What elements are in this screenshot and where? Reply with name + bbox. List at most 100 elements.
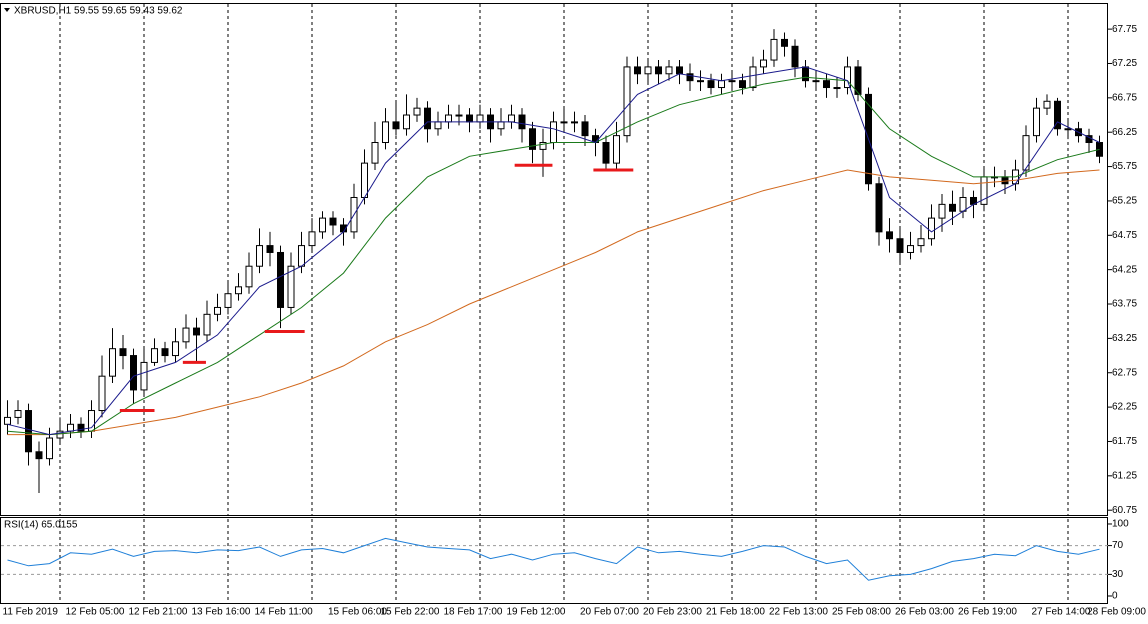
candle-body (67, 423, 74, 432)
candle-body (665, 66, 673, 75)
candle-body (1096, 142, 1103, 157)
x-tick-label: 28 Feb 09:00 (1087, 607, 1146, 618)
candle-body (539, 142, 547, 150)
candle-body (298, 245, 305, 267)
candle-body (119, 348, 127, 357)
candle-body (329, 217, 337, 226)
candle-body (907, 245, 914, 253)
x-tick-label: 12 Feb 05:00 (66, 607, 125, 618)
candle-body (56, 430, 64, 439)
candle-body (455, 114, 463, 117)
candle-body (844, 66, 851, 89)
candle-body (266, 245, 274, 253)
candle-body (833, 87, 841, 90)
candle-body (25, 410, 32, 453)
candle-body (529, 128, 536, 150)
candle-body (581, 121, 589, 137)
candle-body (235, 286, 242, 295)
candle-body (686, 73, 694, 82)
x-tick-label: 15 Feb 06:00 (328, 607, 387, 618)
candle-body (634, 66, 641, 75)
candle-body (949, 203, 956, 212)
candle-body (151, 348, 158, 363)
candle-body (728, 80, 736, 83)
x-tick-label: 15 Feb 22:00 (381, 607, 440, 618)
candle-body (319, 217, 326, 233)
y-tick-label: 63.25 (1112, 333, 1137, 344)
y-tick-label: 60.75 (1112, 505, 1137, 516)
x-tick-label: 13 Feb 16:00 (192, 607, 251, 618)
candle-body (749, 66, 757, 89)
x-tick-label: 20 Feb 07:00 (580, 607, 639, 618)
candle-body (256, 245, 263, 267)
y-tick-label: 0 (1112, 591, 1118, 602)
moving-average (7, 66, 1100, 436)
candle-body (613, 135, 620, 164)
candle-body (371, 142, 379, 164)
candle-body (392, 121, 400, 130)
candle-body (434, 121, 442, 130)
candle-body (35, 451, 43, 460)
candle-body (896, 238, 904, 253)
candle-body (560, 121, 568, 124)
candle-body (203, 313, 211, 336)
y-tick-label: 66.25 (1112, 127, 1137, 138)
candle-body (508, 114, 515, 123)
candle-body (1043, 100, 1051, 109)
rsi-panel (0, 517, 1108, 604)
y-tick-label: 64.75 (1112, 230, 1137, 241)
y-tick-label: 67.75 (1112, 24, 1137, 35)
candle-body (518, 114, 526, 130)
candle-body (854, 66, 862, 95)
x-tick-label: 14 Feb 11:00 (255, 607, 314, 618)
y-tick-label: 63.75 (1112, 299, 1137, 310)
candle-body (182, 327, 190, 343)
candle-body (781, 38, 788, 47)
rsi-line (7, 537, 1100, 581)
candle-body (161, 348, 169, 357)
candle-body (644, 66, 652, 75)
candle-body (140, 361, 148, 391)
x-tick-label: 27 Feb 14:00 (1032, 607, 1091, 618)
x-tick-label: 25 Feb 08:00 (832, 607, 891, 618)
candle-body (497, 121, 505, 130)
chart-title: XBRUSD,H1 59.55 59.65 59.43 59.62 (14, 6, 183, 17)
y-tick-label: 67.25 (1112, 58, 1137, 69)
moving-average (7, 76, 1100, 436)
y-tick-label: 61.75 (1112, 436, 1137, 447)
x-tick-label: 22 Feb 13:00 (769, 607, 828, 618)
candle-body (1001, 176, 1009, 185)
candle-body (224, 293, 232, 308)
rsi-title: RSI(14) 65.0155 (4, 520, 78, 531)
candle-body (214, 306, 221, 315)
x-tick-label: 21 Feb 18:00 (706, 607, 765, 618)
candle-body (1033, 107, 1040, 137)
y-tick-label: 62.75 (1112, 367, 1137, 378)
candle-body (287, 265, 295, 308)
candle-body (193, 327, 200, 336)
candle-body (938, 203, 946, 219)
candle-body (875, 183, 883, 233)
candle-body (466, 114, 473, 123)
candle-body (14, 410, 22, 418)
candle-body (655, 66, 662, 75)
x-tick-label: 11 Feb 2019 (3, 607, 59, 618)
candle-body (361, 162, 368, 198)
candle-body (77, 423, 85, 432)
candle-body (623, 66, 631, 137)
candle-body (46, 437, 53, 460)
candle-body (1022, 135, 1030, 171)
y-tick-label: 65.75 (1112, 161, 1137, 172)
candle-body (424, 107, 431, 130)
menu-arrow (4, 8, 10, 12)
candle-body (718, 80, 725, 89)
candle-body (382, 121, 389, 144)
candle-body (109, 348, 116, 377)
candle-body (959, 196, 967, 212)
candle-body (4, 416, 11, 425)
candle-body (550, 121, 557, 144)
candle-body (130, 355, 137, 391)
candle-body (571, 121, 578, 124)
